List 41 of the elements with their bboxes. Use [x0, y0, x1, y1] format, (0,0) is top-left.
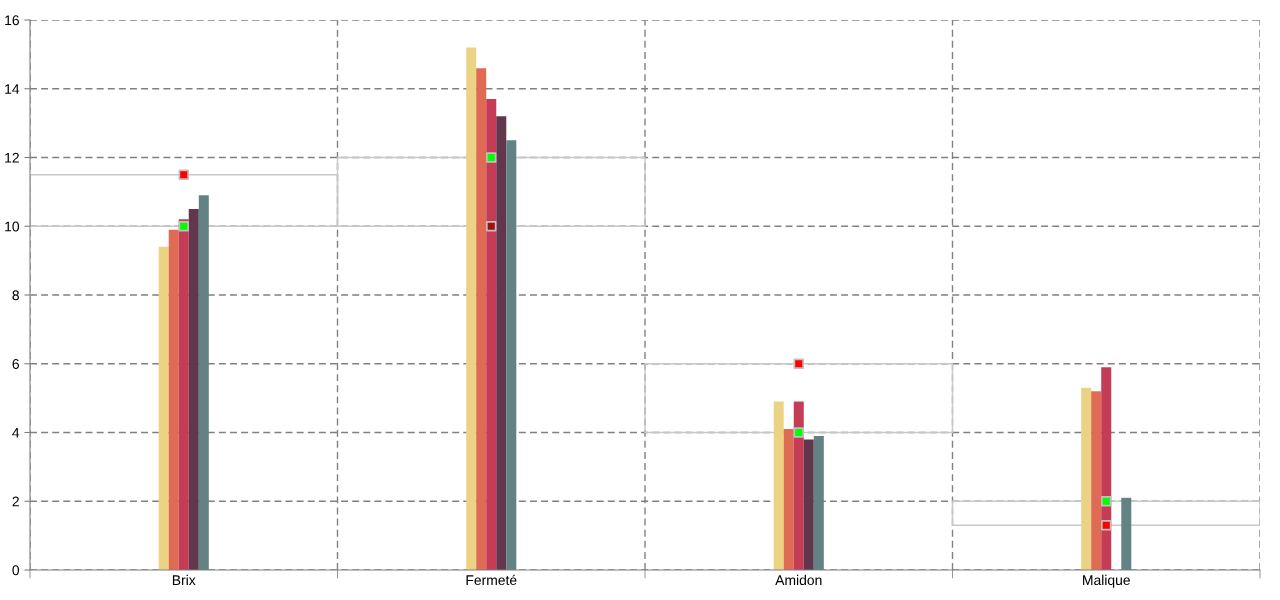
y-tick-label: 2	[12, 496, 19, 507]
bar	[466, 47, 477, 570]
point	[486, 221, 497, 232]
x-tick-label: Amidon	[775, 574, 822, 586]
y-tick-label: 0	[12, 565, 20, 576]
bar	[496, 116, 507, 570]
y-tick-label: 8	[12, 290, 19, 301]
bar	[793, 401, 804, 570]
bar	[168, 229, 179, 570]
point	[793, 427, 804, 438]
bar	[783, 429, 794, 570]
bar	[644, 363, 954, 434]
y-tick-label: 14	[5, 84, 20, 94]
point	[1101, 520, 1112, 531]
bar	[813, 435, 824, 570]
y-tick-label: 4	[12, 427, 20, 438]
x-tick-label: Brix	[172, 574, 196, 585]
point	[1101, 496, 1112, 507]
bar	[188, 209, 199, 570]
bar	[476, 68, 487, 570]
point	[178, 221, 189, 232]
bar	[1081, 387, 1092, 570]
point	[178, 169, 189, 180]
y-tick-label: 6	[12, 359, 19, 369]
point	[793, 358, 804, 369]
point	[486, 152, 497, 163]
bar	[1121, 497, 1132, 570]
y-tick-label: 16	[5, 15, 19, 26]
y-tick-label: 10	[5, 221, 20, 232]
bar	[803, 439, 814, 570]
bar	[158, 246, 169, 570]
x-tick-label: Malique	[1083, 574, 1130, 588]
bar	[198, 195, 209, 570]
bar	[1091, 391, 1102, 570]
y-tick-label: 12	[5, 152, 19, 163]
bar	[178, 219, 189, 570]
bar	[951, 500, 1260, 527]
bar	[486, 99, 497, 570]
bar	[506, 140, 517, 570]
x-tick-label: Fermeté	[466, 574, 517, 586]
bar	[773, 401, 784, 570]
